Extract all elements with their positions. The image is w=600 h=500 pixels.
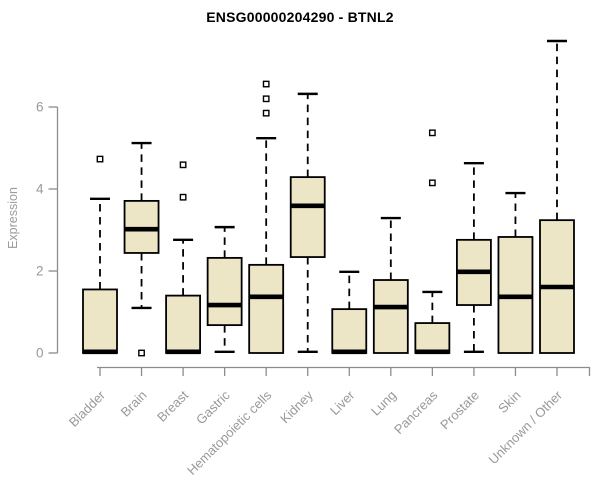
outlier-point xyxy=(262,109,270,117)
x-tick-label-skin: Skin xyxy=(495,388,523,416)
x-tick-label-kidney: Kidney xyxy=(277,387,316,426)
boxplot-unknown-other xyxy=(539,39,575,354)
x-tick-label-prostate: Prostate xyxy=(437,388,482,433)
box xyxy=(165,294,201,354)
box xyxy=(372,279,409,354)
x-tick-label-unknown-other: Unknown / Other xyxy=(486,387,566,467)
box xyxy=(289,176,326,258)
outlier-point xyxy=(179,161,187,169)
boxplot-gastric xyxy=(206,225,243,353)
boxplot-skin xyxy=(497,191,534,354)
x-tick-label-bladder: Bladder xyxy=(66,387,109,430)
y-tick-label: 4 xyxy=(36,182,44,197)
boxplot-pancreas xyxy=(414,129,451,355)
x-tick-label-brain: Brain xyxy=(118,388,150,420)
y-tick-label: 6 xyxy=(36,100,44,115)
boxplot-kidney xyxy=(289,92,326,353)
boxplot-liver xyxy=(331,270,368,355)
y-tick-label: 2 xyxy=(36,264,44,279)
outlier-point xyxy=(138,349,145,357)
box xyxy=(331,308,368,354)
outlier-point xyxy=(428,129,436,137)
boxplot-bladder xyxy=(82,155,118,355)
boxplot-breast xyxy=(165,161,201,355)
box xyxy=(248,263,285,354)
outlier-point xyxy=(96,155,104,163)
outlier-point xyxy=(428,179,436,187)
boxplot-lung xyxy=(372,216,409,354)
x-tick-label-liver: Liver xyxy=(327,387,358,418)
box xyxy=(82,288,118,354)
x-tick-label-pancreas: Pancreas xyxy=(391,387,441,437)
x-tick-label-gastric: Gastric xyxy=(193,387,233,427)
boxplot-hematopoietic-cells xyxy=(248,80,285,354)
outlier-point xyxy=(262,80,270,88)
box xyxy=(414,322,451,354)
box xyxy=(206,256,243,327)
outlier-point xyxy=(262,95,270,103)
chart-title: ENSG00000204290 - BTNL2 xyxy=(206,9,394,25)
outlier-point xyxy=(179,193,187,201)
boxplot-brain xyxy=(123,141,160,357)
y-axis-label: Expression xyxy=(6,187,20,249)
y-tick-label: 0 xyxy=(36,346,44,361)
x-tick-label-breast: Breast xyxy=(154,387,191,424)
boxplot-prostate xyxy=(456,161,492,353)
x-tick-label-lung: Lung xyxy=(368,388,399,419)
